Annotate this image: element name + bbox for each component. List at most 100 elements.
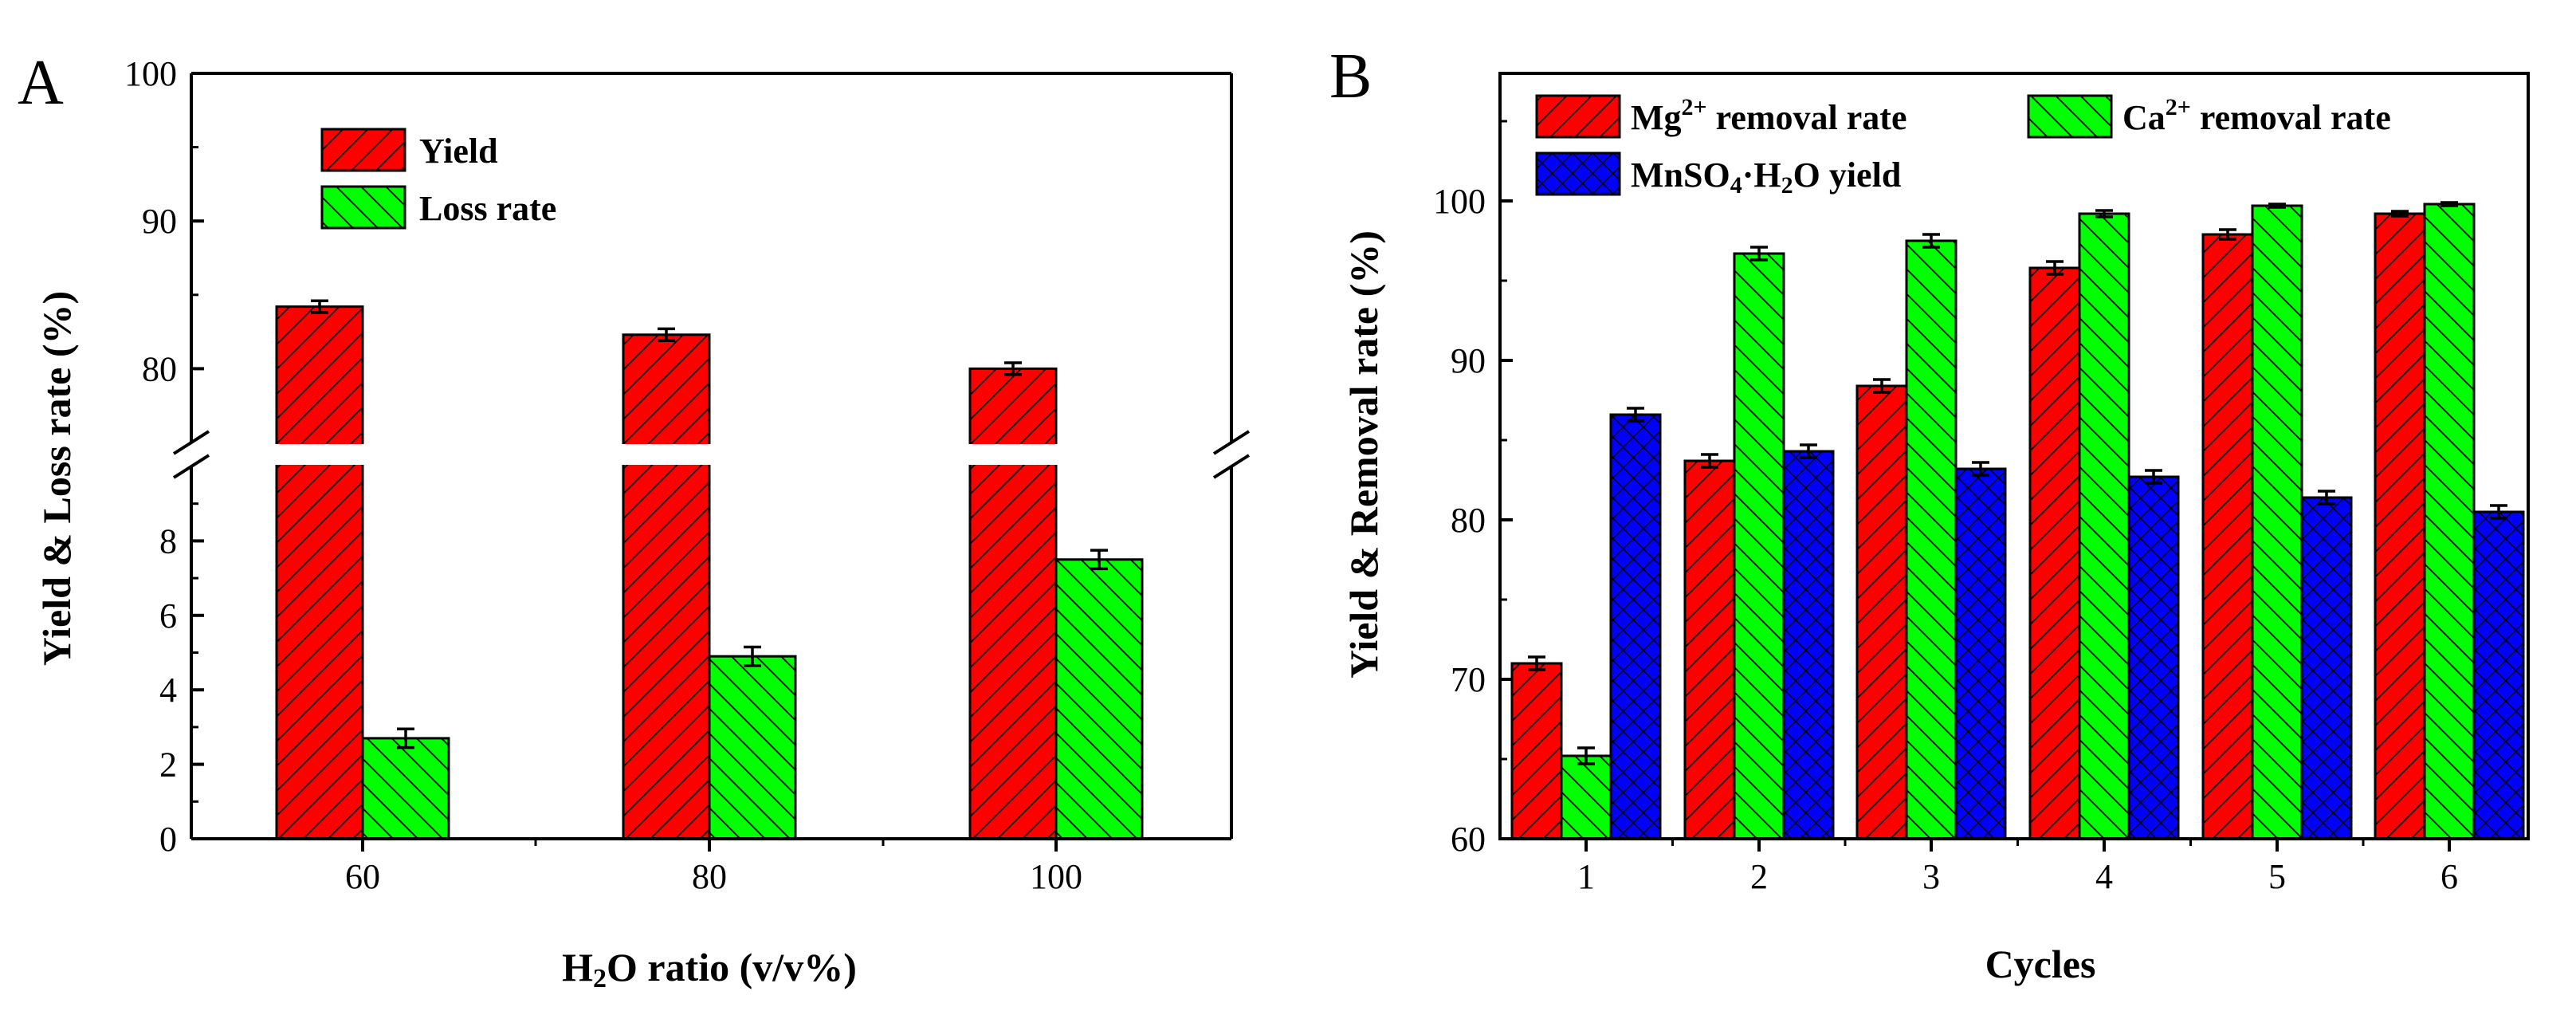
- x-tick-label-b-4: 5: [2268, 857, 2286, 896]
- error-bar-b-0-2: [1873, 378, 1891, 394]
- bar-b-2-1-hatch: [1782, 450, 1835, 840]
- bar-a-0-2-hatch: [968, 367, 1058, 840]
- panel-b-x-axis-title: Cycles: [1985, 942, 2096, 986]
- error-bar-a-0-0: [311, 299, 328, 314]
- legend-swatch-a-1-hatch: [320, 185, 406, 230]
- bar-b-0-3: [2028, 266, 2081, 840]
- error-bar-b-2-1: [1800, 443, 1817, 459]
- bar-b-0-2-hatch: [1855, 384, 1908, 840]
- bar-b-2-2-hatch: [1954, 467, 2007, 840]
- panel-b-letter: B: [1329, 41, 1372, 112]
- y-tick-label-b-100: 100: [1433, 182, 1486, 221]
- panel-a-bars: [167, 299, 1255, 840]
- break-mark-left-upper: [172, 430, 210, 455]
- x-tick-label-b-5: 6: [2441, 857, 2458, 896]
- bar-b-1-5-hatch: [2423, 203, 2476, 840]
- bar-b-1-0-hatch: [1560, 754, 1612, 840]
- error-bar-b-2-4: [2318, 490, 2335, 506]
- panel-b-legend: Mg2+ removal rate Ca2+ removal rate MnSO4·…: [1535, 94, 2391, 199]
- y-tick-label-a-6: 6: [159, 596, 177, 635]
- bar-b-0-3-hatch: [2028, 266, 2081, 840]
- axis-break-gap: [167, 444, 1255, 465]
- panel-a-legend: Yield Loss rate: [320, 128, 556, 230]
- bar-b-2-3: [2127, 475, 2180, 840]
- bar-b-2-0-hatch: [1609, 413, 1662, 840]
- bar-b-1-1: [1733, 252, 1785, 840]
- error-bar-b-1-5: [2441, 201, 2458, 207]
- y-tick-label-a-90: 90: [142, 202, 177, 241]
- bar-a-0-1-hatch: [622, 333, 711, 840]
- bar-a-1-0: [361, 737, 450, 840]
- break-mark-right-lower: [1212, 454, 1251, 479]
- error-bar-b-0-3: [2046, 260, 2064, 276]
- bar-b-1-3-hatch: [2078, 212, 2130, 840]
- bar-b-2-4: [2300, 496, 2353, 840]
- bar-a-0-0-hatch: [275, 305, 364, 840]
- error-bar-b-1-2: [1922, 233, 1940, 249]
- x-tick-label-b-2: 3: [1922, 857, 1940, 896]
- y-tick-label-a-4: 4: [159, 671, 177, 710]
- error-bar-a-1-0: [397, 727, 414, 749]
- bar-b-2-1: [1782, 450, 1835, 840]
- bar-b-0-4: [2201, 233, 2254, 840]
- panel-a-letter: A: [18, 48, 64, 118]
- bar-a-1-1: [708, 655, 797, 840]
- error-bar-b-1-1: [1750, 246, 1768, 262]
- panel-b-frame: [1498, 72, 2530, 840]
- bar-b-0-0: [1510, 662, 1563, 840]
- panel-a-x-axis-title: H2O ratio (v/v%): [562, 945, 857, 993]
- error-bar-b-0-4: [2219, 228, 2236, 241]
- bar-b-1-4: [2251, 204, 2303, 840]
- bar-b-0-1-hatch: [1683, 459, 1736, 840]
- legend-swatch-a-0: [320, 128, 406, 172]
- bar-a-1-2-hatch: [1054, 558, 1144, 840]
- x-tick-label-a-1: 80: [692, 857, 727, 896]
- error-bar-b-2-2: [1972, 461, 1989, 477]
- error-bar-b-1-3: [2095, 209, 2113, 218]
- panel-b-y-axis-title: Yield & Removal rate (%): [1341, 230, 1386, 679]
- panel-b: B 60 70 80 90 100 1 2 3 4 5 6 Mg2+ removal rate Ca2…: [1329, 41, 2530, 986]
- legend-label-b-2: MnSO4·H2O yield: [1631, 155, 1901, 199]
- legend-swatch-a-1: [320, 185, 406, 230]
- x-tick-label-b-1: 2: [1750, 857, 1768, 896]
- error-bar-a-1-2: [1090, 549, 1108, 571]
- bar-b-0-0-hatch: [1510, 662, 1563, 840]
- bar-a-0-2: [968, 367, 1058, 840]
- bar-b-0-4-hatch: [2201, 233, 2254, 840]
- y-tick-label-b-60: 60: [1451, 820, 1486, 859]
- legend-swatch-b-2-hatch: [1535, 151, 1621, 196]
- legend-label-a-0: Yield: [419, 132, 498, 171]
- panel-b-bars: [1510, 201, 2525, 840]
- y-tick-label-a-2: 2: [159, 745, 177, 785]
- bar-b-2-5: [2472, 510, 2525, 840]
- bar-b-2-0: [1609, 413, 1662, 840]
- error-bar-b-0-0: [1528, 655, 1545, 671]
- bar-b-0-1: [1683, 459, 1736, 840]
- bar-b-0-5-hatch: [2374, 212, 2426, 840]
- bar-b-2-3-hatch: [2127, 475, 2180, 840]
- x-tick-label-b-3: 4: [2095, 857, 2113, 896]
- bar-b-0-5: [2374, 212, 2426, 840]
- break-mark-left-lower: [172, 454, 210, 479]
- x-tick-label-a-0: 60: [345, 857, 380, 896]
- panel-b-axes: 60 70 80 90 100 1 2 3 4 5 6: [1433, 72, 2530, 896]
- legend-swatch-b-0: [1535, 94, 1621, 139]
- x-tick-label-a-2: 100: [1030, 857, 1082, 896]
- bar-b-2-2: [1954, 467, 2007, 840]
- error-bar-b-0-5: [2391, 210, 2409, 218]
- bar-b-1-4-hatch: [2251, 204, 2303, 840]
- error-bar-a-1-1: [744, 645, 761, 667]
- y-tick-label-a-100: 100: [124, 54, 177, 93]
- bar-a-0-1: [622, 333, 711, 840]
- error-bar-b-2-0: [1627, 407, 1644, 423]
- legend-label-b-0: Mg2+ removal rate: [1631, 94, 1907, 137]
- error-bar-b-1-0: [1577, 746, 1595, 765]
- bar-b-1-2: [1905, 239, 1958, 840]
- legend-swatch-b-2: [1535, 151, 1621, 196]
- break-mark-right-upper: [1212, 430, 1251, 455]
- legend-swatch-b-0-hatch: [1535, 94, 1621, 139]
- bar-a-0-0: [275, 305, 364, 840]
- y-tick-label-a-80: 80: [142, 349, 177, 388]
- bar-b-1-0: [1560, 754, 1612, 840]
